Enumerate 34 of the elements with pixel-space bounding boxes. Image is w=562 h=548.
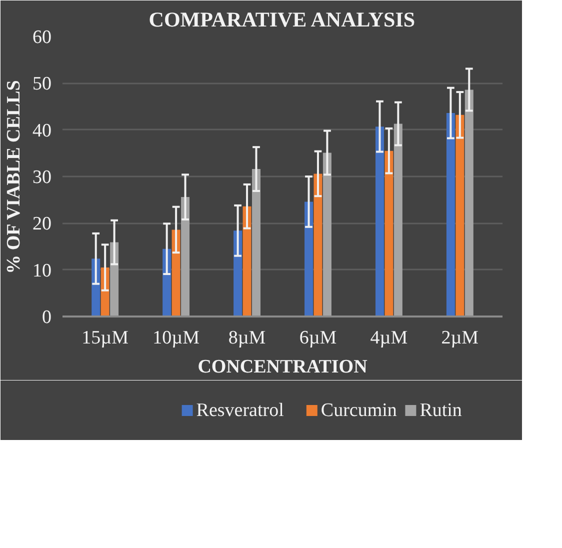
bar [172, 230, 180, 316]
bar [110, 242, 119, 316]
y-tick-label: 60 [32, 27, 52, 48]
bar [394, 124, 402, 316]
y-tick-label: 50 [32, 74, 52, 95]
bar [234, 230, 242, 316]
x-tick-label: 4µM [370, 328, 408, 348]
y-tick-label: 0 [42, 307, 52, 328]
chart-title: COMPARATIVE ANALYSIS [148, 8, 416, 32]
legend-label: Curcumin [320, 400, 398, 421]
y-tick-label: 30 [32, 167, 52, 188]
y-tick-label: 10 [32, 260, 52, 282]
y-axis-title: % OF VIABLE CELLS [4, 80, 24, 274]
legend-label: Rutin [420, 400, 462, 421]
bar [464, 90, 474, 316]
x-axis-title: CONCENTRATION [198, 356, 368, 378]
x-tick-label: 15µM [82, 328, 129, 348]
legend-label: Resveratrol [196, 400, 284, 421]
bar [181, 197, 190, 316]
x-tick-label: 2µM [441, 328, 479, 348]
bar [242, 206, 252, 316]
bar [304, 202, 313, 316]
bar [446, 113, 455, 316]
bar [252, 169, 260, 316]
bar [456, 114, 464, 316]
y-tick-label: 20 [32, 214, 52, 235]
x-tick-label: 8µM [228, 328, 266, 348]
bar [314, 174, 322, 316]
bar [384, 150, 394, 316]
y-tick-label: 40 [32, 120, 52, 142]
bar [322, 152, 332, 316]
bar [375, 126, 384, 316]
x-tick-label: 6µM [299, 328, 337, 348]
x-tick-label: 10µM [152, 328, 200, 348]
